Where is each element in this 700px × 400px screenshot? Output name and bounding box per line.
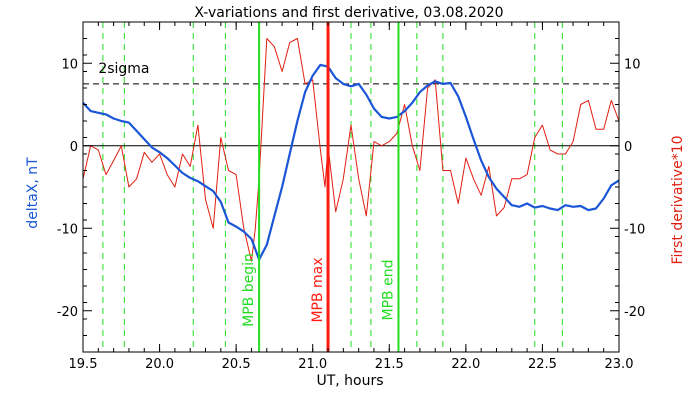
x-tick-label-5: 22.0 [451,357,480,372]
y-tick-label-left-0: -20 [57,305,78,320]
x-tick-label-1: 20.0 [145,357,174,372]
sigma-label: 2sigma [98,61,149,77]
x-axis-label: UT, hours [316,373,383,389]
x-tick-label-3: 21.0 [298,357,327,372]
x-tick-label-2: 20.5 [222,357,251,372]
y-tick-label-right-1: -10 [624,222,645,237]
x-tick-label-4: 21.5 [375,357,404,372]
y-axis-label-right: First derivative*10 [670,135,686,264]
x-tick-label-0: 19.5 [69,357,98,372]
mpb-max-label: MPB max [310,257,326,322]
chart-title: X-variations and first derivative, 03.08… [194,5,503,21]
plot-area: 2sigma MPB begin MPB max MPB end 19.5 20.0 20.… [57,21,645,372]
mpb-begin-label: MPB begin [241,253,257,327]
y-tick-label-right-0: -20 [624,305,645,320]
y-tick-label-left-1: -10 [57,222,78,237]
x-tick-label-7: 23.0 [605,357,634,372]
y-tick-label-left-2: 0 [70,140,78,155]
y-tick-label-right-2: 0 [624,140,632,155]
y-tick-label-right-3: 10 [624,57,641,72]
x-tick-label-6: 22.5 [528,357,557,372]
derivative-series-line [82,38,620,262]
y-tick-label-left-3: 10 [61,57,78,72]
y-axis-label-left: deltaX, nT [25,157,41,229]
mpb-end-label: MPB end [380,260,396,321]
deltax-series-line [82,63,620,261]
